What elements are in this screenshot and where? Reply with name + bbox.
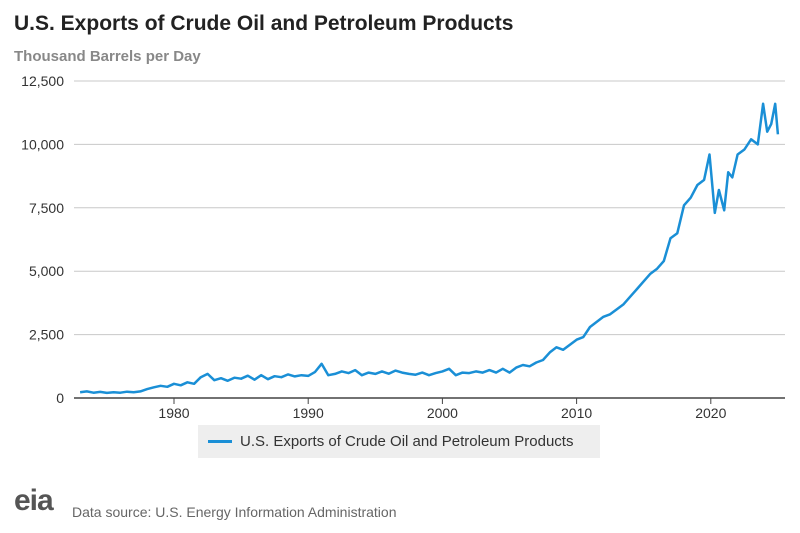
series-line-exports <box>79 102 780 395</box>
y-tick-label: 12,500 <box>21 73 64 89</box>
x-tick-label: 1980 <box>158 405 189 421</box>
x-tick-label: 1990 <box>293 405 324 421</box>
x-tick-label: 2020 <box>695 405 726 421</box>
y-tick-label: 5,000 <box>29 263 64 279</box>
legend-label: U.S. Exports of Crude Oil and Petroleum … <box>240 433 574 450</box>
y-tick-label: 7,500 <box>29 200 64 216</box>
y-axis-label: Thousand Barrels per Day <box>14 48 201 65</box>
data-source: Data source: U.S. Energy Information Adm… <box>72 504 397 520</box>
x-tick-label: 2000 <box>427 405 458 421</box>
x-tick-label: 2010 <box>561 405 592 421</box>
y-tick-label: 2,500 <box>29 327 64 343</box>
legend-swatch <box>208 440 232 443</box>
y-tick-label: 10,000 <box>21 136 64 152</box>
eia-logo: eia <box>14 484 54 517</box>
legend[interactable]: U.S. Exports of Crude Oil and Petroleum … <box>198 425 600 458</box>
chart-title: U.S. Exports of Crude Oil and Petroleum … <box>14 12 514 35</box>
y-tick-label: 0 <box>56 390 64 406</box>
